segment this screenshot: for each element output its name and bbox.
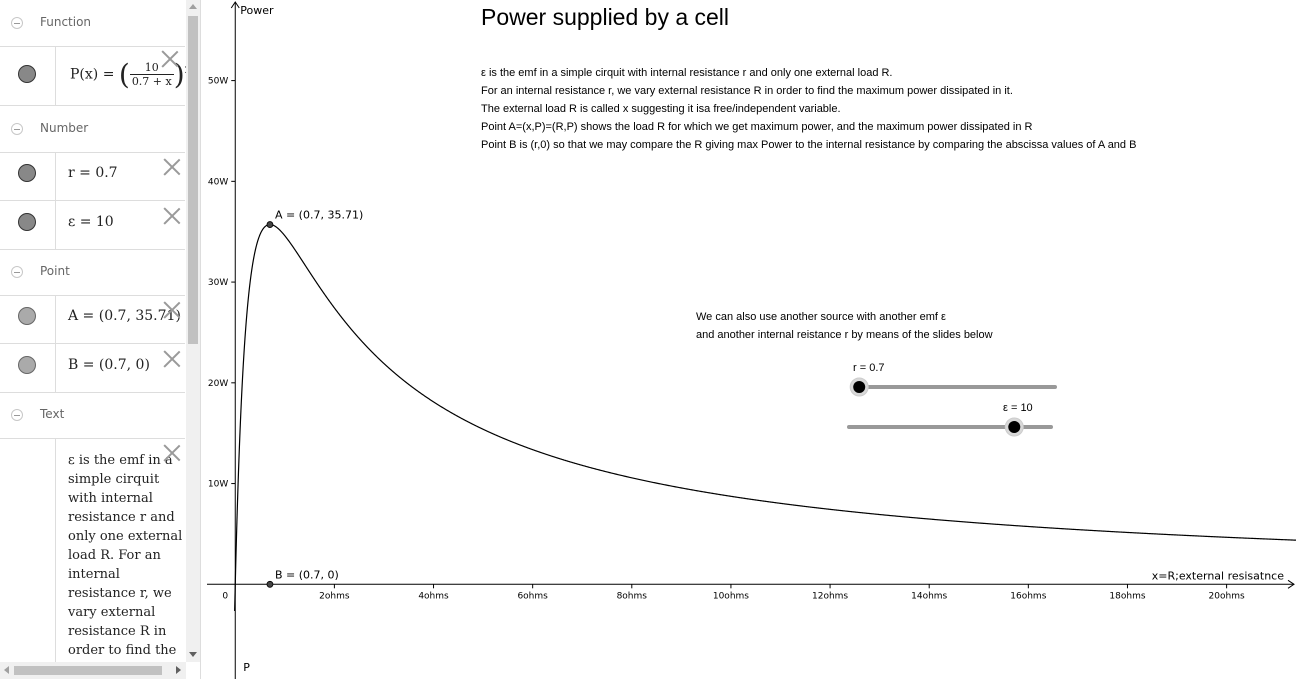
r-definition[interactable]: r = 0.7 bbox=[68, 165, 118, 181]
category-label: Point bbox=[40, 264, 70, 278]
collapse-icon[interactable] bbox=[11, 409, 23, 421]
category-number-header[interactable]: Number bbox=[0, 106, 185, 153]
marble-icon[interactable] bbox=[18, 164, 36, 182]
category-function-header[interactable]: Function bbox=[0, 0, 185, 47]
point-a-label: A = (0.7, 35.71) bbox=[275, 209, 363, 222]
collapse-icon[interactable] bbox=[11, 266, 23, 278]
note-line: We can also use another source with anot… bbox=[696, 311, 946, 323]
collapse-icon[interactable] bbox=[11, 123, 23, 135]
y-tick-label: 30W bbox=[208, 278, 228, 288]
y-axis-label: Power bbox=[240, 4, 274, 17]
description-line: The external load R is called x suggesti… bbox=[481, 103, 841, 115]
slider-emf-label: ε = 10 bbox=[1003, 402, 1033, 414]
description-line: ε is the emf in a simple cirquit with in… bbox=[481, 67, 893, 79]
scrollbar-thumb[interactable] bbox=[14, 666, 162, 675]
algebra-item-r[interactable]: r = 0.7 bbox=[0, 152, 185, 201]
visibility-toggle[interactable] bbox=[0, 295, 56, 343]
algebra-view: Function P(x) = (100.7 + x)2 Number r = … bbox=[0, 0, 201, 679]
left-paren: ( bbox=[118, 58, 130, 91]
slider-r-label: r = 0.7 bbox=[853, 362, 885, 374]
delete-icon[interactable] bbox=[163, 158, 181, 176]
delete-icon[interactable] bbox=[163, 207, 181, 225]
delete-icon[interactable] bbox=[163, 301, 181, 319]
visibility-toggle[interactable] bbox=[0, 152, 56, 200]
scroll-up-icon[interactable] bbox=[189, 4, 197, 9]
x-axis-arrow-icon bbox=[1287, 579, 1295, 589]
point-a-definition[interactable]: A = (0.7, 35.71) bbox=[68, 308, 181, 324]
marble-icon[interactable] bbox=[18, 213, 36, 231]
x-tick-label: 16ohms bbox=[1010, 591, 1046, 601]
marble-icon[interactable] bbox=[18, 307, 36, 325]
category-label: Number bbox=[40, 121, 89, 135]
category-point-header[interactable]: Point bbox=[0, 249, 185, 296]
point-a bbox=[266, 221, 274, 228]
x-tick-label: 14ohms bbox=[911, 591, 947, 601]
collapse-icon[interactable] bbox=[11, 17, 23, 29]
scrollbar-thumb[interactable] bbox=[188, 16, 198, 344]
visibility-toggle[interactable] bbox=[0, 46, 56, 105]
point-b bbox=[266, 580, 274, 588]
delete-icon[interactable] bbox=[161, 50, 179, 68]
marble-icon[interactable] bbox=[18, 65, 36, 83]
algebra-item-function-p[interactable]: P(x) = (100.7 + x)2 bbox=[0, 46, 190, 106]
scroll-left-icon[interactable] bbox=[4, 666, 9, 674]
description-line: Point B is (r,0) so that we may compare … bbox=[481, 139, 1137, 151]
scroll-right-icon[interactable] bbox=[176, 666, 181, 674]
x-axis-label: x=R;external resisatnce bbox=[1152, 569, 1284, 582]
y-axis-arrow-icon bbox=[230, 1, 240, 9]
note-line: and another internal reistance r by mean… bbox=[696, 329, 993, 341]
x-tick-label: 2ohms bbox=[319, 591, 350, 601]
delete-icon[interactable] bbox=[163, 444, 181, 462]
x-tick-label: 6ohms bbox=[517, 591, 548, 601]
y-tick-label: 10W bbox=[208, 480, 228, 490]
algebra-item-point-a[interactable]: A = (0.7, 35.71) bbox=[0, 295, 185, 344]
emf-definition[interactable]: ε = 10 bbox=[68, 214, 114, 230]
fraction-numerator: 10 bbox=[129, 61, 174, 75]
graph-title: Power supplied by a cell bbox=[481, 4, 730, 30]
point-b-label: B = (0.7, 0) bbox=[275, 568, 339, 581]
slider-emf-handle bbox=[1008, 421, 1021, 433]
vertical-scrollbar[interactable] bbox=[186, 0, 200, 662]
visibility-toggle[interactable] bbox=[0, 438, 56, 668]
x-tick-label: 4ohms bbox=[418, 591, 449, 601]
category-text-header[interactable]: Text bbox=[0, 392, 185, 439]
visibility-toggle[interactable] bbox=[0, 201, 56, 249]
graph-canvas[interactable]: 2ohms 4ohms 6ohms 8ohms 10ohms 12ohms 14ohms 16… bbox=[207, 0, 1296, 679]
y-tick-label: 50W bbox=[208, 77, 228, 87]
category-label: Function bbox=[40, 15, 92, 29]
scroll-down-icon[interactable] bbox=[189, 652, 197, 657]
function-definition[interactable]: P(x) = (100.7 + x)2 bbox=[70, 58, 190, 91]
x-tick-label: 10ohms bbox=[713, 591, 749, 601]
text-definition[interactable]: ε is the emf in a simple cirquit with in… bbox=[68, 453, 183, 677]
description-line: For an internal resistance r, we vary ex… bbox=[481, 85, 1013, 97]
curve-label: P bbox=[243, 661, 250, 674]
marble-icon[interactable] bbox=[18, 356, 36, 374]
description-line: Point A=(x,P)=(R,P) shows the load R for… bbox=[481, 121, 1033, 133]
algebra-item-text[interactable]: ε is the emf in a simple cirquit with in… bbox=[0, 438, 185, 677]
fraction: 10 0.7 + x bbox=[129, 61, 174, 88]
fraction-denominator: 0.7 + x bbox=[131, 75, 172, 88]
delete-icon[interactable] bbox=[163, 350, 181, 368]
x-tick-label: 18ohms bbox=[1109, 591, 1145, 601]
graphics-view[interactable]: 2ohms 4ohms 6ohms 8ohms 10ohms 12ohms 14ohms 16… bbox=[207, 0, 1296, 679]
algebra-item-emf[interactable]: ε = 10 bbox=[0, 201, 185, 250]
category-label: Text bbox=[40, 407, 65, 421]
x-tick-label: 20ohms bbox=[1209, 591, 1245, 601]
x-tick-label: 8ohms bbox=[617, 591, 648, 601]
slider-r-handle bbox=[853, 381, 866, 393]
curve-p bbox=[234, 223, 1296, 612]
right-paren: ) bbox=[173, 58, 185, 91]
point-b-definition[interactable]: B = (0.7, 0) bbox=[68, 357, 150, 373]
x-tick-label: 12ohms bbox=[812, 591, 848, 601]
origin-label: 0 bbox=[222, 591, 228, 601]
horizontal-scrollbar[interactable] bbox=[0, 662, 186, 679]
visibility-toggle[interactable] bbox=[0, 344, 56, 392]
y-tick-label: 20W bbox=[208, 379, 228, 389]
algebra-item-point-b[interactable]: B = (0.7, 0) bbox=[0, 344, 185, 393]
function-lhs: P(x) = bbox=[70, 66, 115, 83]
y-tick-label: 40W bbox=[208, 177, 228, 187]
